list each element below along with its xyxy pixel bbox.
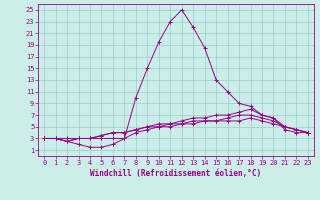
X-axis label: Windchill (Refroidissement éolien,°C): Windchill (Refroidissement éolien,°C) (91, 169, 261, 178)
